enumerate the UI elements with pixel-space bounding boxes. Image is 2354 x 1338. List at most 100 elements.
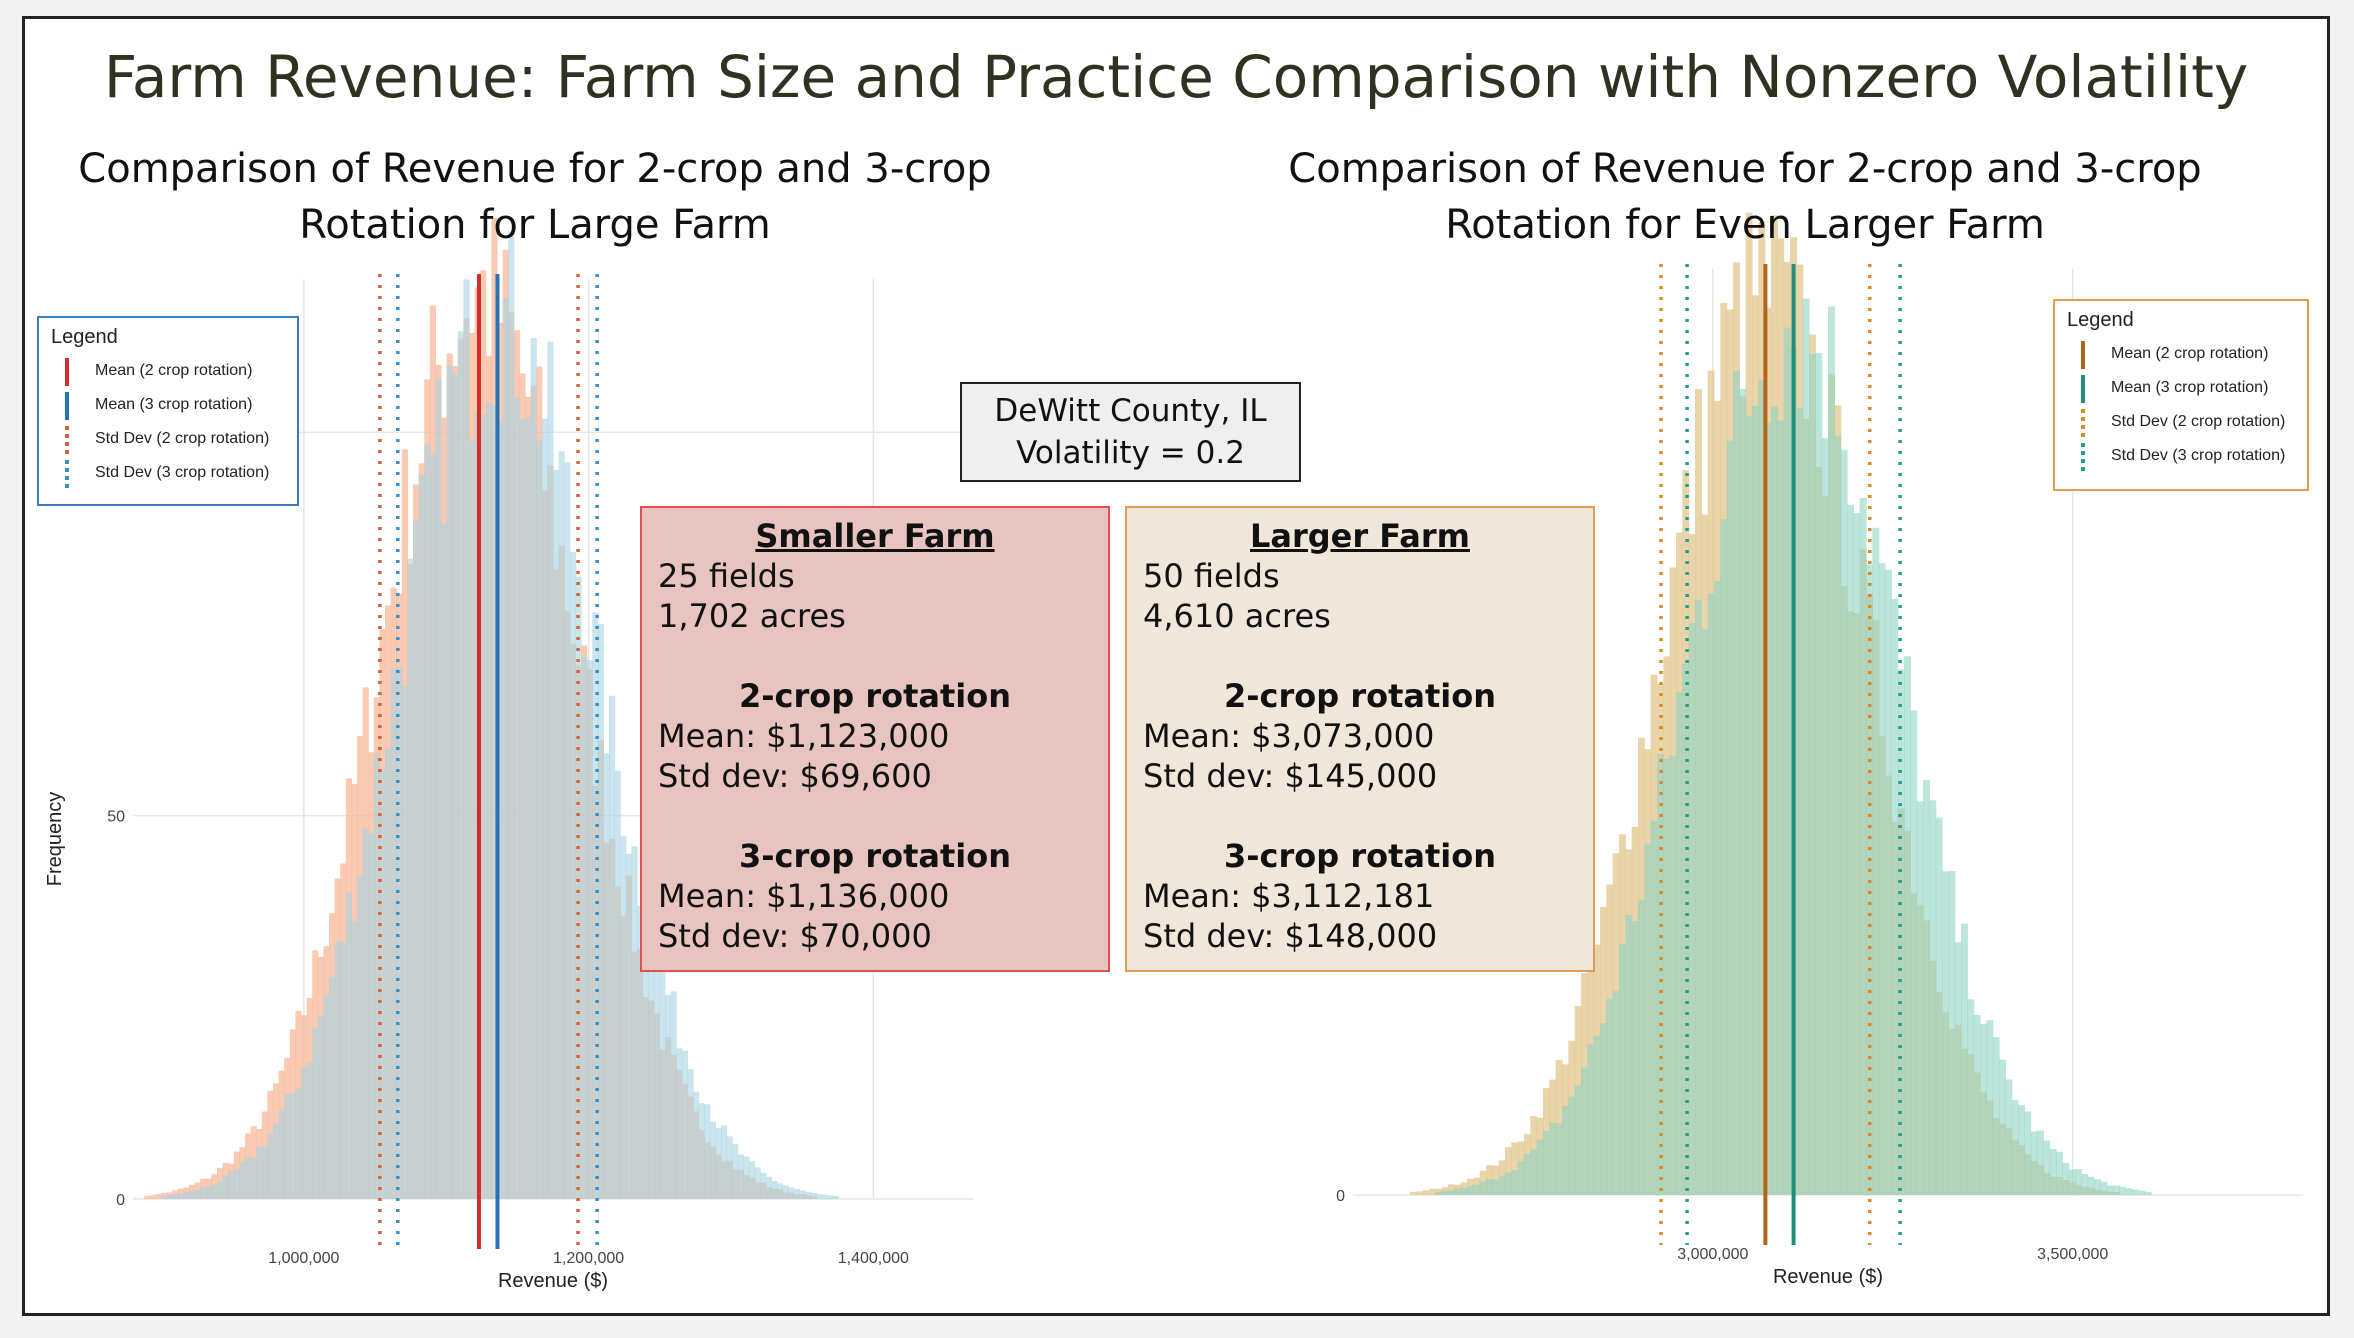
histogram-bar xyxy=(1878,563,1886,1195)
farm-acres: 4,610 acres xyxy=(1143,597,1331,635)
histogram-bar xyxy=(401,686,408,1199)
histogram-bar xyxy=(609,695,616,1199)
histogram-bar xyxy=(788,1187,795,1199)
histogram-bar xyxy=(233,1169,240,1199)
x-axis-label: Revenue ($) xyxy=(498,1270,608,1292)
histogram-bar xyxy=(1593,1035,1601,1195)
histogram-bar xyxy=(2087,1176,2095,1195)
histogram-bar xyxy=(1448,1190,1455,1195)
rotation-mean: Mean: $1,123,000 xyxy=(658,717,950,755)
legend-label: Std Dev (2 crop rotation) xyxy=(2111,413,2286,430)
histogram-bar xyxy=(810,1193,817,1199)
histogram-bar xyxy=(295,1088,302,1199)
legend-label: Std Dev (3 crop rotation) xyxy=(95,464,270,481)
histogram-bar xyxy=(569,551,576,1199)
histogram-bar xyxy=(1967,999,1975,1195)
histogram-bar xyxy=(1739,388,1747,1195)
histogram-bar xyxy=(754,1167,761,1199)
histogram-bar xyxy=(2024,1111,2032,1195)
histogram-bar xyxy=(166,1194,173,1199)
histogram-bar xyxy=(659,971,666,1199)
histogram-bar xyxy=(1492,1179,1500,1195)
histogram-bar xyxy=(306,1062,313,1199)
histogram-bar xyxy=(418,474,425,1199)
histogram-bar xyxy=(519,419,526,1199)
histogram-bar xyxy=(211,1184,218,1199)
histogram-bar xyxy=(704,1104,711,1199)
histogram-bar xyxy=(547,341,554,1200)
legend-label: Mean (3 crop rotation) xyxy=(2111,379,2269,396)
histogram-bar xyxy=(525,417,532,1199)
histogram-bar xyxy=(446,364,453,1199)
histogram-3crop xyxy=(1435,298,2152,1196)
histogram-bar xyxy=(1422,1190,1430,1195)
subtitle-right-line1: Comparison of Revenue for 2-crop and 3-c… xyxy=(1288,146,2202,192)
histogram-bar xyxy=(508,231,515,1199)
histogram-bar xyxy=(665,995,672,1199)
histogram-bar xyxy=(2144,1191,2152,1195)
histogram-bar xyxy=(329,977,336,1199)
subtitle-right: Comparison of Revenue for 2-crop and 3-c… xyxy=(1255,141,2235,253)
histogram-bar xyxy=(1530,1149,1538,1195)
farm-acres: 1,702 acres xyxy=(658,597,846,635)
histogram-bar xyxy=(1511,1169,1519,1195)
subtitle-right-line2: Rotation for Even Larger Farm xyxy=(1445,202,2045,248)
histogram-bar xyxy=(1631,921,1639,1195)
histogram-bar xyxy=(2094,1179,2101,1195)
legend-label: Mean (2 crop rotation) xyxy=(95,362,253,379)
histogram-bar xyxy=(1454,1188,1462,1195)
histogram-bar xyxy=(709,1121,716,1199)
histogram-bar xyxy=(1511,1142,1519,1195)
histogram-bar xyxy=(1783,327,1791,1195)
histogram-bar xyxy=(1714,581,1721,1195)
histogram-bar xyxy=(1923,780,1930,1195)
histogram-bar xyxy=(1543,1130,1550,1195)
histogram-bar xyxy=(1429,1188,1436,1195)
y-tick-label: 50 xyxy=(107,809,125,826)
histogram-bar xyxy=(1916,801,1924,1195)
histogram-bar xyxy=(351,920,358,1199)
legend-label: Std Dev (2 crop rotation) xyxy=(95,430,270,447)
histogram-bar xyxy=(429,454,436,1199)
histogram-bar xyxy=(2075,1168,2082,1195)
x-tick-label: 1,400,000 xyxy=(838,1250,909,1267)
histogram-bar xyxy=(693,1091,700,1199)
histogram-bar xyxy=(625,853,632,1199)
histogram-bar xyxy=(1549,1122,1557,1195)
rotation-sd: Std dev: $69,600 xyxy=(658,757,932,795)
histogram-bar xyxy=(1669,755,1677,1195)
histogram-bar xyxy=(2119,1186,2127,1195)
legend-left: Legend Mean (2 crop rotation) Mean (3 cr… xyxy=(37,316,299,506)
x-tick-label: 1,200,000 xyxy=(553,1250,624,1267)
histogram-bar xyxy=(2100,1181,2108,1195)
histogram-bar xyxy=(2011,1100,2019,1195)
legend-swatch-sd-2crop xyxy=(2081,409,2085,437)
histogram-bar xyxy=(1460,1187,1468,1195)
legend-label: Mean (2 crop rotation) xyxy=(2111,345,2269,362)
histogram-bar xyxy=(805,1191,812,1199)
histogram-bar xyxy=(1505,1147,1512,1195)
histogram-bar xyxy=(1517,1161,1525,1195)
histogram-bar xyxy=(816,1193,823,1199)
histogram-bar xyxy=(2030,1131,2038,1195)
histogram-bar xyxy=(1695,599,1702,1195)
histogram-bar xyxy=(1676,692,1683,1195)
x-tick-label: 1,000,000 xyxy=(268,1250,339,1267)
farm-title: Smaller Farm xyxy=(755,517,995,555)
histogram-bar xyxy=(469,440,476,1199)
histogram-bar xyxy=(317,1015,324,1199)
histogram-bar xyxy=(1435,1191,1443,1195)
histogram-bar xyxy=(149,1195,156,1199)
histogram-bar xyxy=(771,1181,778,1199)
histogram-bar xyxy=(289,1092,296,1199)
histogram-bar xyxy=(2043,1140,2051,1195)
histogram-bar xyxy=(1853,513,1861,1195)
histogram-bar xyxy=(670,991,677,1199)
histogram-bar xyxy=(1663,758,1671,1195)
histogram-bar xyxy=(183,1192,190,1199)
volatility-label: Volatility = 0.2 xyxy=(1016,435,1245,471)
histogram-bar xyxy=(1524,1153,1531,1195)
histogram-bar xyxy=(1726,440,1734,1196)
histogram-bar xyxy=(1536,1139,1544,1195)
histogram-bar xyxy=(1840,449,1848,1195)
